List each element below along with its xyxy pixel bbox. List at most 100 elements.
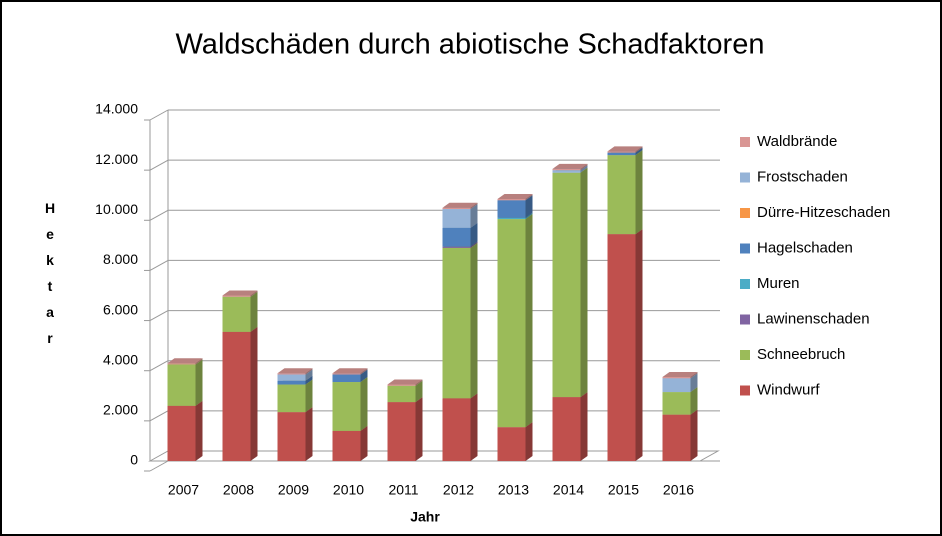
x-tick-label: 2011	[388, 482, 418, 498]
y-tick-label: 14.000	[95, 101, 138, 117]
bar-side	[305, 407, 313, 461]
bar	[607, 152, 636, 156]
legend-label: Frostschaden	[757, 168, 848, 185]
bar-side	[250, 290, 258, 297]
bar-side	[360, 425, 368, 461]
chart-title: Waldschäden durch abiotische Schadfaktor…	[176, 29, 765, 61]
x-axis-title: Jahr	[410, 509, 440, 525]
grid-diagonal	[149, 259, 169, 271]
bar	[332, 382, 361, 431]
bar-top	[442, 202, 478, 208]
bar-side	[470, 202, 478, 210]
bar	[277, 374, 306, 381]
bar	[662, 414, 691, 461]
bar-top	[222, 290, 258, 296]
legend-swatch	[740, 243, 750, 254]
bar	[222, 331, 251, 461]
legend-swatch	[740, 314, 750, 325]
bar	[277, 384, 306, 413]
bar-side	[635, 146, 643, 153]
bar	[497, 200, 526, 218]
bar	[442, 398, 471, 461]
grid-diagonal	[149, 460, 169, 472]
bar-side	[415, 379, 423, 386]
bar-top	[167, 358, 203, 364]
bar-side	[360, 377, 368, 431]
legend-swatch	[740, 385, 750, 396]
bar-side	[635, 229, 643, 461]
bar-top	[662, 372, 698, 378]
grid-diagonal	[149, 209, 169, 221]
bar-top	[607, 146, 643, 152]
bar	[552, 168, 581, 171]
bar	[387, 384, 416, 386]
legend-label: Dürre-Hitzeschaden	[757, 204, 890, 221]
bar	[497, 199, 526, 201]
bar-side	[580, 163, 588, 171]
grid-diagonal	[149, 159, 169, 171]
bar	[277, 380, 306, 385]
bar	[497, 217, 526, 220]
grid-diagonal	[149, 109, 169, 121]
bar-side	[470, 242, 478, 399]
bar	[607, 151, 636, 153]
legend-label: Waldbrände	[757, 133, 837, 150]
bar	[332, 373, 361, 375]
bar-side	[250, 291, 258, 332]
y-tick-label: 2.000	[103, 402, 138, 418]
bar	[497, 219, 526, 428]
bar-side	[690, 387, 698, 415]
bar	[277, 412, 306, 461]
y-tick-label: 4.000	[103, 351, 138, 367]
bar	[442, 209, 471, 228]
x-tick-label: 2016	[663, 482, 694, 498]
x-tick-label: 2014	[553, 482, 584, 498]
legend-swatch	[740, 350, 750, 360]
x-tick-label: 2009	[278, 482, 309, 498]
y-tick-label: 12.000	[95, 151, 138, 167]
bar-side	[470, 241, 478, 248]
legend-label: Lawinenschaden	[757, 310, 870, 327]
legend-label: Hagelschaden	[757, 239, 853, 256]
legend-swatch	[740, 172, 750, 183]
bar-side	[305, 379, 313, 413]
bar-side	[525, 214, 533, 428]
bar-side	[690, 372, 698, 379]
bar-side	[580, 167, 588, 398]
bar-top	[332, 368, 368, 374]
bar-side	[305, 368, 313, 375]
bar	[167, 363, 196, 365]
bar	[387, 385, 416, 403]
bar-top	[497, 194, 533, 200]
bar	[442, 247, 471, 399]
x-tick-label: 2007	[168, 482, 199, 498]
legend-swatch	[740, 137, 750, 147]
bar-top	[552, 163, 588, 169]
bar	[332, 430, 361, 461]
legend-label: Schneebruch	[757, 346, 845, 363]
bar-side	[580, 392, 588, 461]
x-tick-label: 2008	[223, 482, 254, 498]
bar-side	[305, 369, 313, 381]
bar	[607, 234, 636, 461]
legend-swatch	[740, 279, 750, 289]
bar-top	[277, 368, 313, 374]
x-tick-label: 2013	[498, 482, 529, 498]
grid-diagonal	[149, 310, 169, 322]
bar	[442, 227, 471, 247]
bar-side	[470, 222, 478, 247]
bar	[167, 405, 196, 461]
grid-diagonal	[149, 410, 169, 422]
bar	[332, 374, 361, 383]
bar	[607, 155, 636, 235]
x-tick-label: 2012	[443, 482, 474, 498]
grid-diagonal	[149, 360, 169, 372]
y-tick-label: 0	[130, 452, 138, 468]
bar-side	[525, 422, 533, 461]
bar	[497, 427, 526, 461]
y-tick-label: 10.000	[95, 201, 138, 217]
bar-side	[305, 375, 313, 385]
bar	[442, 207, 471, 210]
bar-side	[415, 397, 423, 461]
bar-side	[525, 194, 533, 201]
